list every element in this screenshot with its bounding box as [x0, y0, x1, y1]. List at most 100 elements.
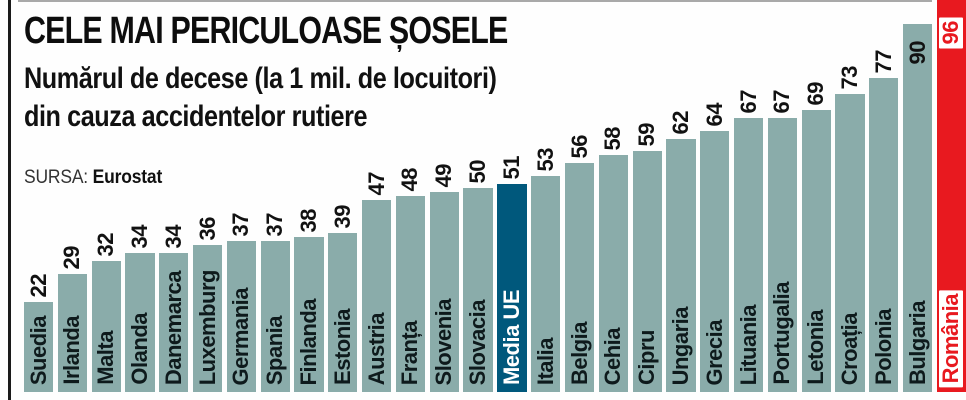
bar-value-danemarca: 34 — [160, 224, 186, 248]
bar-label-slovacia: Slovacia — [465, 299, 491, 385]
bar-group-irlanda: 29 Irlanda — [57, 0, 87, 392]
bar-suedia — [24, 302, 54, 392]
bar-germania — [226, 241, 257, 392]
bar-value-cehia: 58 — [600, 126, 626, 150]
bar-value-luxemburg: 36 — [194, 216, 220, 240]
bar-group-suedia: 22 Suedia — [24, 0, 54, 392]
page-title: CELE MAI PERICULOASE ȘOSELE — [24, 10, 508, 52]
bar-portugalia — [767, 118, 797, 392]
bar-label-danemarca: Danemarca — [160, 270, 186, 385]
bar-estonia — [328, 233, 358, 392]
bar-value-polonia: 77 — [870, 49, 896, 73]
bar-cipru — [632, 151, 662, 392]
bar-group-slovenia: 49 Slovenia — [429, 0, 459, 392]
bar-label-suedia: Suedia — [25, 315, 51, 385]
bar-bulgaria — [902, 24, 933, 392]
bar-label-cehia: Cehia — [600, 327, 626, 385]
bar-label-germania: Germania — [228, 287, 254, 386]
bar-group-slovacia: 50 Slovacia — [463, 0, 493, 392]
bar-group-germania: 37 Germania — [226, 0, 257, 392]
bar-group-ungaria: 62 Ungaria — [666, 0, 696, 392]
source-label: SURSA: — [24, 167, 88, 188]
bar-label-portugalia: Portugalia — [769, 282, 795, 385]
bar-danemarca — [159, 253, 189, 392]
bar-slovacia — [463, 188, 493, 392]
bar-value-fran-a: 48 — [397, 167, 423, 191]
bar-group-estonia: 39 Estonia — [328, 0, 358, 392]
bar-label-italia: Italia — [532, 337, 558, 385]
subtitle-line-1: Numărul de decese (la 1 mil. de locuitor… — [24, 62, 497, 95]
bar-value-estonia: 39 — [329, 204, 355, 228]
top-border-line — [18, 0, 932, 2]
bar-value-slovenia: 49 — [431, 163, 457, 187]
bar-letonia — [801, 110, 831, 392]
bar-value-letonia: 69 — [803, 81, 829, 105]
bar-value-suedia: 22 — [25, 273, 51, 297]
bar-group-olanda: 34 Olanda — [125, 0, 155, 392]
bar-group-finlanda: 38 Finlanda — [294, 0, 324, 392]
bar-slovenia — [429, 192, 459, 392]
bar-group-bulgaria: 90 Bulgaria — [902, 0, 933, 392]
source-value: Eurostat — [92, 167, 163, 188]
bar-label-media-ue: Media UE — [498, 289, 524, 385]
bar-group-spania: 37 Spania — [260, 0, 290, 392]
bar-group-fran-a: 48 Franța — [395, 0, 426, 392]
bar-label-belgia: Belgia — [566, 321, 592, 385]
bar-value-media-ue: 51 — [498, 155, 524, 179]
bar-group-portugalia: 67 Portugalia — [767, 0, 797, 392]
bar-value-rom-nia: 96 — [938, 16, 964, 48]
bar-group-rom-nia: 96 România — [936, 0, 966, 392]
bar-value-olanda: 34 — [127, 224, 152, 248]
bar-fran-a — [395, 196, 426, 392]
bar-group-grecia: 64 Grecia — [700, 0, 730, 392]
bar-value-cipru: 59 — [634, 122, 660, 146]
chart-subtitle: Numărul de decese (la 1 mil. de locuitor… — [24, 60, 497, 136]
bar-label-fran-a: Franța — [397, 320, 423, 385]
bar-label-lituania: Lituania — [735, 304, 761, 385]
bar-group-polonia: 77 Polonia — [869, 0, 899, 392]
bar-value-portugalia: 67 — [769, 89, 795, 113]
bar-group-cehia: 58 Cehia — [598, 0, 628, 392]
subtitle-line-2: din cauza accidentelor rutiere — [24, 100, 368, 133]
bar-label-irlanda: Irlanda — [59, 316, 85, 385]
bar-group-lituania: 67 Lituania — [733, 0, 764, 392]
bar-label-polonia: Polonia — [870, 309, 896, 385]
bar-ungaria — [666, 139, 696, 392]
source-note: SURSA: Eurostat — [24, 167, 162, 189]
bar-cehia — [598, 155, 628, 392]
bar-irlanda — [57, 274, 87, 392]
bar-luxemburg — [193, 245, 223, 392]
bar-label-malta: Malta — [93, 331, 119, 385]
bar-lituania — [733, 118, 764, 392]
bar-label-finlanda: Finlanda — [296, 298, 322, 385]
bar-group-croa-ia: 73 Croația — [835, 0, 865, 392]
bar-label-croa-ia: Croația — [836, 312, 862, 385]
bar-group-malta: 32 Malta — [91, 0, 121, 392]
bar-label-letonia: Letonia — [803, 310, 829, 385]
bar-value-ungaria: 62 — [667, 110, 693, 134]
bar-olanda — [125, 253, 155, 392]
bar-group-danemarca: 34 Danemarca — [159, 0, 189, 392]
left-border-line — [8, 0, 11, 400]
bar-value-irlanda: 29 — [59, 245, 85, 269]
bar-croa-ia — [835, 94, 865, 392]
bar-value-belgia: 56 — [566, 134, 592, 158]
bar-label-luxemburg: Luxemburg — [194, 269, 220, 385]
bar-value-italia: 53 — [532, 147, 558, 171]
bar-group-italia: 53 Italia — [531, 0, 561, 392]
bar-value-grecia: 64 — [701, 102, 727, 126]
bar-label-rom-nia: România — [938, 289, 964, 387]
bar-value-spania: 37 — [262, 212, 288, 236]
bar-label-olanda: Olanda — [127, 313, 152, 385]
bar-label-ungaria: Ungaria — [667, 306, 693, 385]
bar-malta — [91, 261, 121, 392]
bar-value-bulgaria: 90 — [904, 40, 930, 64]
bar-value-croa-ia: 73 — [836, 65, 862, 89]
bar-label-bulgaria: Bulgaria — [904, 300, 930, 385]
bar-label-spania: Spania — [262, 315, 288, 385]
bar-media-ue — [497, 184, 527, 392]
bar-grecia — [700, 131, 730, 392]
bar-belgia — [564, 163, 595, 392]
bar-label-cipru: Cipru — [634, 330, 660, 385]
